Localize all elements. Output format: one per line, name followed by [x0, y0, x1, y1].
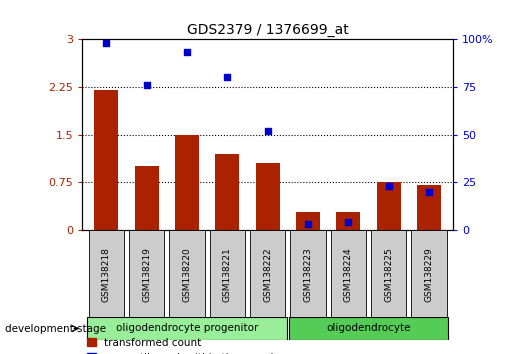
FancyBboxPatch shape	[87, 317, 287, 340]
FancyBboxPatch shape	[209, 230, 245, 319]
FancyBboxPatch shape	[331, 230, 366, 319]
Point	[425, 189, 433, 195]
FancyBboxPatch shape	[411, 230, 447, 319]
FancyBboxPatch shape	[290, 230, 326, 319]
Text: GSM138218: GSM138218	[102, 247, 111, 302]
Point	[263, 128, 272, 133]
Point	[143, 82, 151, 88]
Text: oligodendrocyte: oligodendrocyte	[326, 323, 411, 333]
Bar	[296, 212, 320, 230]
FancyBboxPatch shape	[371, 230, 407, 319]
FancyBboxPatch shape	[89, 230, 124, 319]
Bar	[255, 163, 280, 230]
Text: GSM138224: GSM138224	[344, 247, 353, 302]
Legend: transformed count, percentile rank within the sample: transformed count, percentile rank withi…	[87, 338, 280, 354]
Bar	[135, 166, 159, 230]
Text: GSM138221: GSM138221	[223, 247, 232, 302]
Point	[223, 74, 232, 80]
Text: GSM138223: GSM138223	[304, 247, 313, 302]
Bar	[336, 212, 360, 230]
Text: development stage: development stage	[5, 324, 107, 333]
Point	[304, 222, 312, 227]
Text: GSM138222: GSM138222	[263, 247, 272, 302]
Bar	[376, 182, 401, 230]
Text: GSM138219: GSM138219	[142, 247, 151, 302]
Point	[183, 50, 191, 55]
FancyBboxPatch shape	[169, 230, 205, 319]
Bar	[215, 154, 240, 230]
Text: oligodendrocyte progenitor: oligodendrocyte progenitor	[116, 323, 258, 333]
Bar	[94, 90, 118, 230]
Text: GSM138229: GSM138229	[425, 247, 434, 302]
Title: GDS2379 / 1376699_at: GDS2379 / 1376699_at	[187, 23, 349, 36]
Point	[384, 183, 393, 189]
FancyBboxPatch shape	[250, 230, 285, 319]
FancyBboxPatch shape	[289, 317, 448, 340]
Point	[344, 219, 352, 225]
Bar	[417, 185, 441, 230]
Text: GSM138220: GSM138220	[182, 247, 191, 302]
FancyBboxPatch shape	[129, 230, 164, 319]
Point	[102, 40, 111, 46]
Text: GSM138225: GSM138225	[384, 247, 393, 302]
Bar	[175, 135, 199, 230]
